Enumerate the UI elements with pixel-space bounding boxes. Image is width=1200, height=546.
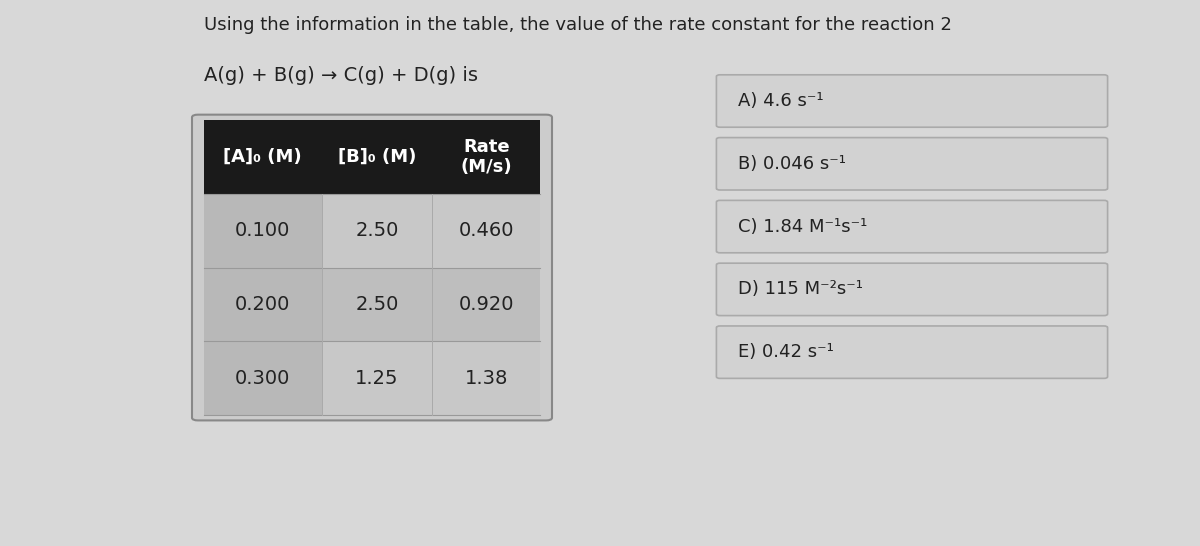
Bar (204, 341, 322, 415)
Text: Rate
(M/s): Rate (M/s) (461, 138, 512, 176)
Text: 0.300: 0.300 (235, 369, 290, 388)
Text: D) 115 M⁻²s⁻¹: D) 115 M⁻²s⁻¹ (738, 281, 863, 298)
Text: [B]₀ (M): [B]₀ (M) (338, 148, 416, 166)
Text: B) 0.046 s⁻¹: B) 0.046 s⁻¹ (738, 155, 846, 173)
Bar (204, 268, 322, 341)
FancyBboxPatch shape (716, 326, 1108, 378)
Text: [A]₀ (M): [A]₀ (M) (223, 148, 302, 166)
Text: A) 4.6 s⁻¹: A) 4.6 s⁻¹ (738, 92, 823, 110)
Bar (204, 341, 540, 415)
Text: 0.920: 0.920 (458, 295, 514, 314)
FancyBboxPatch shape (192, 115, 552, 420)
Bar (204, 120, 540, 194)
Text: 0.200: 0.200 (235, 295, 290, 314)
Text: C) 1.84 M⁻¹s⁻¹: C) 1.84 M⁻¹s⁻¹ (738, 218, 868, 235)
FancyBboxPatch shape (716, 138, 1108, 190)
Text: 1.38: 1.38 (464, 369, 508, 388)
FancyBboxPatch shape (716, 200, 1108, 253)
Text: 2.50: 2.50 (355, 221, 398, 240)
Text: Using the information in the table, the value of the rate constant for the react: Using the information in the table, the … (204, 16, 952, 34)
Text: 0.460: 0.460 (458, 221, 514, 240)
Bar (204, 268, 540, 341)
Text: 1.25: 1.25 (355, 369, 398, 388)
FancyBboxPatch shape (716, 263, 1108, 316)
Text: A(g) + B(g) → C(g) + D(g) is: A(g) + B(g) → C(g) + D(g) is (204, 66, 478, 85)
FancyBboxPatch shape (716, 75, 1108, 127)
Text: 2.50: 2.50 (355, 295, 398, 314)
Bar (204, 194, 540, 268)
Bar (204, 194, 322, 268)
Text: E) 0.42 s⁻¹: E) 0.42 s⁻¹ (738, 343, 834, 361)
Text: 0.100: 0.100 (235, 221, 290, 240)
